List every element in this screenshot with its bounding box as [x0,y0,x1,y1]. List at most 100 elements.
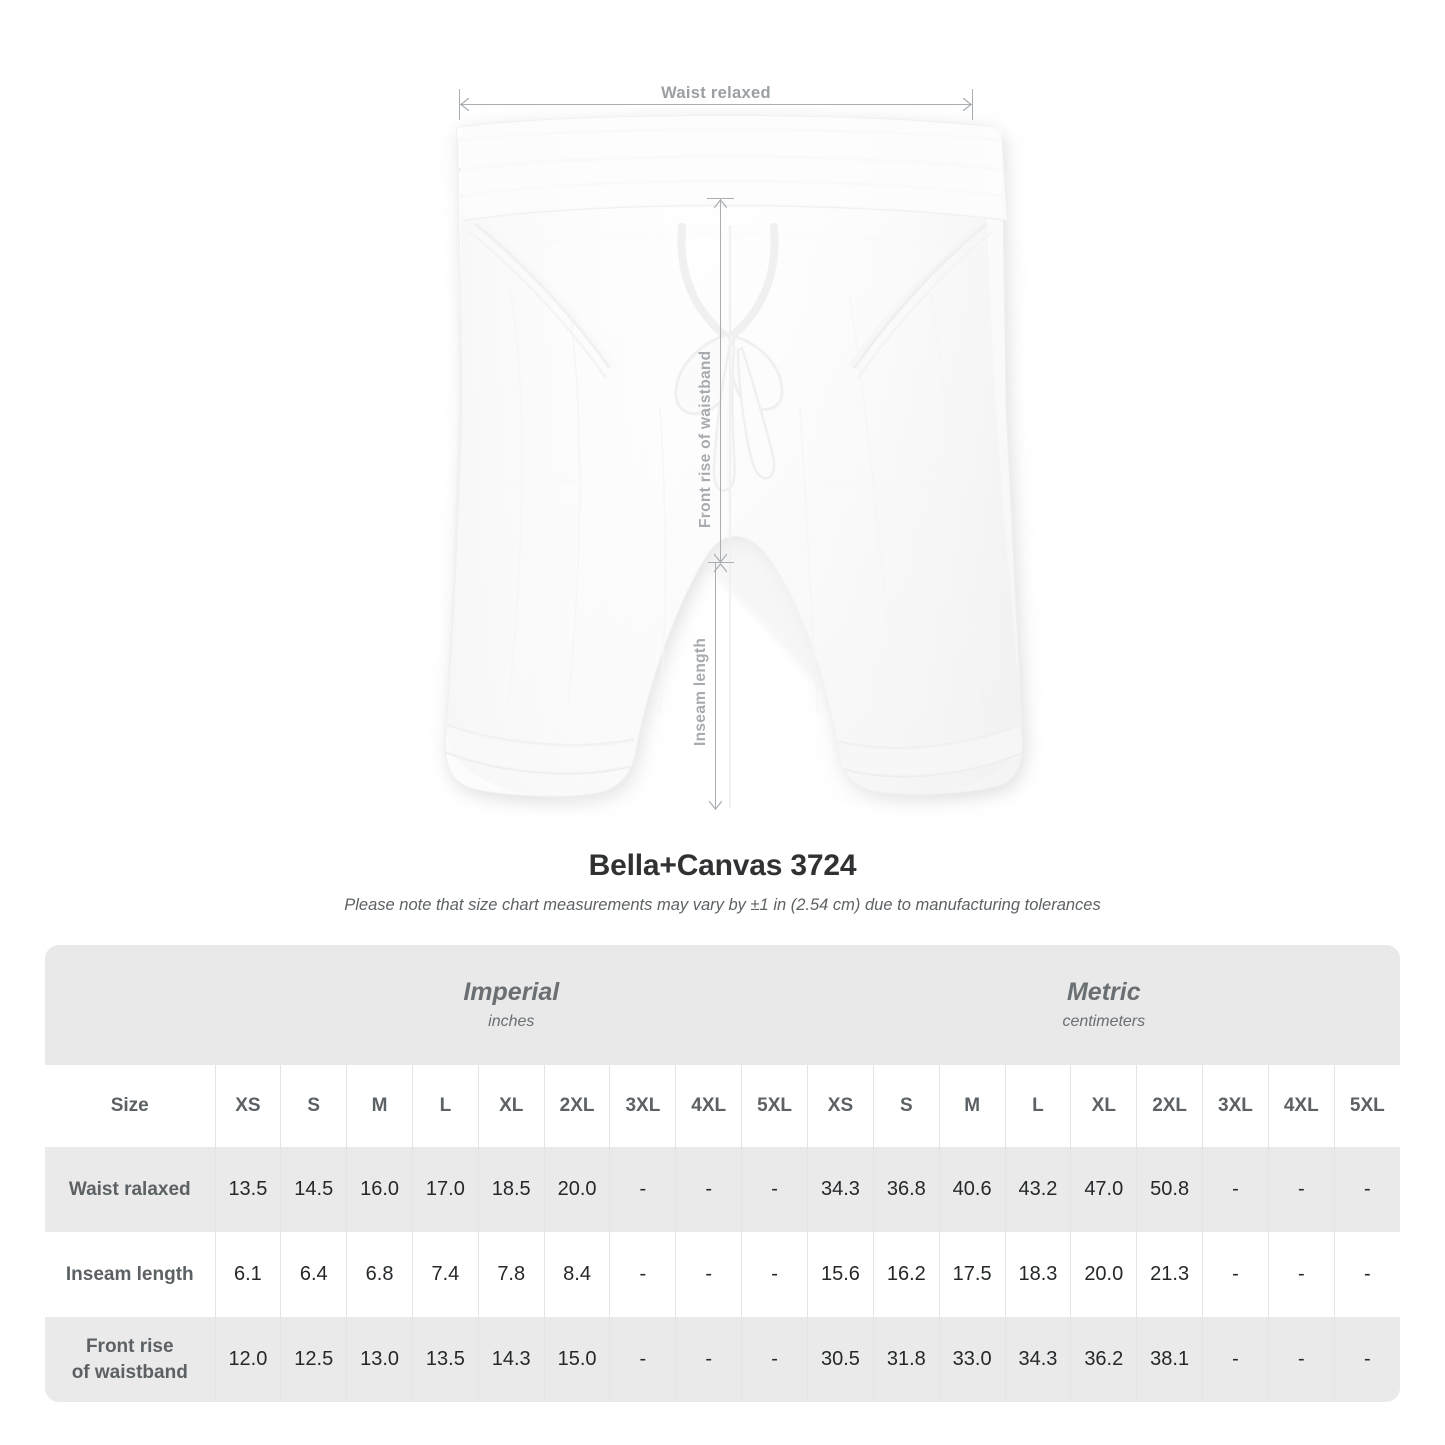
measurement-cell: - [741,1317,809,1402]
arrow-down-icon [714,553,727,563]
measurement-row-label: Front rise of waistband [45,1317,216,1402]
size-header-metric-2xl: 2XL [1136,1065,1204,1147]
measurement-cell: - [609,1317,677,1402]
measurement-cell: - [1333,1232,1400,1317]
measurement-cell: 14.3 [477,1317,545,1402]
size-header-metric-4xl: 4XL [1267,1065,1335,1147]
tolerance-note: Please note that size chart measurements… [344,896,1101,914]
unit-measure-label: inches [488,1012,535,1030]
front-rise-dimension-label: Front rise of waistband [697,350,714,528]
size-header-metric-5xl: 5XL [1333,1065,1400,1147]
page-title: Bella+Canvas 3724 [588,849,857,882]
measurement-cell: - [609,1147,677,1232]
measurement-cell: 17.5 [938,1232,1006,1317]
row-label-line-2: of waistband [71,1361,188,1383]
measurement-cell: 8.4 [543,1232,611,1317]
measurement-cell: 13.0 [346,1317,413,1402]
size-header-metric-xl: XL [1070,1065,1138,1147]
measurement-cell: 14.5 [280,1147,348,1232]
size-header-imperial-5xl: 5XL [741,1065,809,1147]
measurement-cell: - [741,1232,809,1317]
measurement-cell: - [741,1147,809,1232]
measurement-cell: 31.8 [872,1317,940,1402]
size-header-metric-l: L [1004,1065,1072,1147]
measurement-cell: - [1267,1317,1335,1402]
measurement-cell: - [1202,1232,1269,1317]
measurement-cell: - [675,1317,743,1402]
measurement-cell: 34.3 [1004,1317,1072,1402]
unit-system-label: Metric [1066,978,1141,1007]
size-header-imperial-2xl: 2XL [543,1065,611,1147]
size-column-header: Size [45,1065,216,1147]
measurement-row-label: Waist ralaxed [45,1147,216,1232]
table-row: Inseam length 6.1 6.4 6.8 7.4 7.8 8.4- - -15.6 16… [45,1232,1400,1317]
measurement-cell: 20.0 [1070,1232,1138,1317]
size-header-imperial-3xl: 3XL [609,1065,677,1147]
measurement-cell: - [1333,1317,1400,1402]
waist-tick-left [459,89,460,120]
measurement-cell: - [675,1147,743,1232]
size-header-imperial-4xl: 4XL [675,1065,743,1147]
measurement-cell: 47.0 [1070,1147,1138,1232]
measurements-table: Imperial inches Metric centimeters Size XS S M L… [45,945,1400,1402]
measurement-cell: 40.6 [938,1147,1006,1232]
waist-dimension-label: Waist relaxed [661,84,771,102]
size-header-imperial-l: L [411,1065,479,1147]
unit-system-label: Imperial [463,978,560,1007]
table-row: Waist ralaxed 13.5 14.5 16.0 17.0 18.5 20.0- - -… [45,1147,1400,1232]
measurement-cell: 34.3 [807,1147,874,1232]
measurement-cell: 15.0 [543,1317,611,1402]
measurement-cell: 43.2 [1004,1147,1072,1232]
measurement-cell: - [1333,1147,1400,1232]
measurement-cell: 50.8 [1136,1147,1204,1232]
measurement-cell: 6.1 [214,1232,282,1317]
measurement-cell: 7.8 [477,1232,545,1317]
waist-dimension-line [459,104,973,105]
front-rise-tick-top [707,198,734,199]
measurement-cell: 6.8 [346,1232,413,1317]
measurement-cell: 20.0 [543,1147,611,1232]
measurement-cell: 16.2 [872,1232,940,1317]
table-row: Front rise of waistband 12.0 12.5 13.0 13.5 14… [45,1317,1400,1402]
measurement-cell: 17.0 [411,1147,479,1232]
unit-header-metric: Metric centimeters [807,945,1400,1065]
measurement-cell: 16.0 [346,1147,413,1232]
size-header-imperial-xs: XS [214,1065,282,1147]
measurement-cell: 38.1 [1136,1317,1204,1402]
size-header-metric-s: S [872,1065,940,1147]
measurement-cell: 18.3 [1004,1232,1072,1317]
measurement-cell: 36.8 [872,1147,940,1232]
measurement-cell: 12.0 [214,1317,282,1402]
arrow-up-icon [714,199,727,209]
inseam-dimension-label: Inseam length [692,637,709,746]
measurement-cell: 21.3 [1136,1232,1204,1317]
measurement-cell: 36.2 [1070,1317,1138,1402]
measurement-cell: 33.0 [938,1317,1006,1402]
measurement-cell: 7.4 [411,1232,479,1317]
measurement-cell: - [1267,1147,1335,1232]
size-header-row: Size XS S M L XL 2XL 3XL 4XL 5XL XS S M L XL 2XL 3XL 4XL 5… [45,1065,1400,1147]
waist-tick-right [972,89,973,120]
unit-banner-row: Imperial inches Metric centimeters [45,945,1400,1065]
measurement-cell: 13.5 [214,1147,282,1232]
measurement-cell: 30.5 [807,1317,874,1402]
measurement-cell: 15.6 [807,1232,874,1317]
size-chart-table: Imperial inches Metric centimeters Size XS S M L… [45,945,1400,1402]
measurement-cell: - [1267,1232,1335,1317]
measurement-cell: - [1202,1317,1269,1402]
size-header-metric-3xl: 3XL [1202,1065,1269,1147]
measurement-row-label: Inseam length [45,1232,216,1317]
size-header-imperial-m: M [346,1065,413,1147]
front-rise-dimension-line [720,198,721,562]
measurement-cell: 18.5 [477,1147,545,1232]
measurement-cell: 13.5 [411,1317,479,1402]
measurement-cell: 6.4 [280,1232,348,1317]
waist-dimension-annotation: Waist relaxed [459,84,973,124]
unit-header-imperial: Imperial inches [215,945,808,1065]
arrow-left-icon [460,98,470,111]
front-rise-tick-bottom [708,562,734,563]
size-header-imperial-xl: XL [477,1065,545,1147]
arrow-right-icon [962,98,972,111]
size-header-imperial-s: S [280,1065,348,1147]
inseam-dimension-line [715,562,716,810]
